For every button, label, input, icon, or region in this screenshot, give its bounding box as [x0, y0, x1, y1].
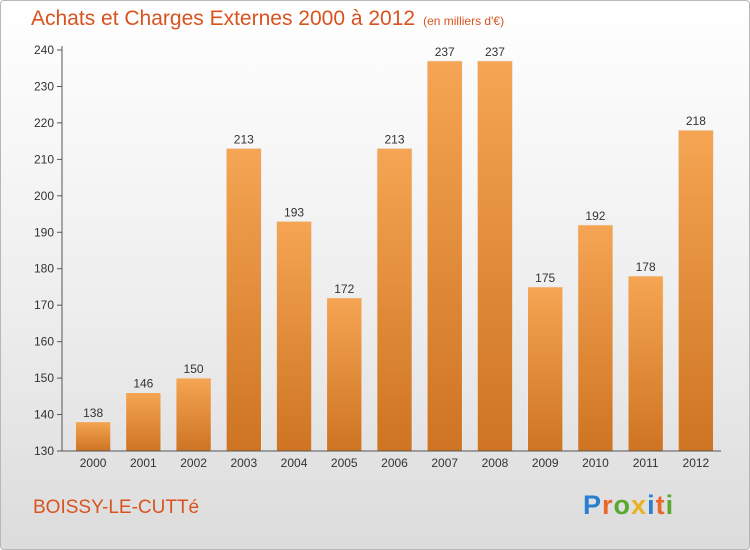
bar — [627, 275, 664, 452]
y-tick-label: 130 — [34, 444, 54, 458]
bar — [175, 377, 212, 452]
data-labels-layer: 138 146 150 213 193 172 213 237 237 175 192 178 218 — [83, 45, 706, 420]
bar — [577, 224, 614, 452]
data-label: 213 — [234, 132, 254, 146]
x-tick-label: 2005 — [331, 456, 358, 470]
x-tick-label: 2010 — [582, 456, 609, 470]
bar — [75, 421, 111, 452]
bar — [276, 221, 312, 452]
y-tick-label: 180 — [34, 262, 54, 276]
data-label: 178 — [636, 260, 656, 274]
y-tick-label: 160 — [34, 335, 54, 349]
y-tick-label: 240 — [34, 43, 54, 57]
bar — [376, 148, 413, 452]
bar — [426, 60, 463, 452]
logo-letter: x — [631, 490, 648, 520]
y-tick-label: 230 — [34, 79, 54, 93]
y-tick-label: 170 — [34, 298, 54, 312]
y-tick-label: 150 — [34, 371, 54, 385]
x-tick-label: 2006 — [381, 456, 408, 470]
data-label: 218 — [686, 114, 706, 128]
x-tick-label: 2008 — [482, 456, 509, 470]
bar — [326, 297, 363, 452]
bar — [678, 129, 714, 452]
logo-letter: o — [613, 490, 632, 520]
chart-subtitle: (en milliers d'€) — [423, 14, 505, 28]
bar — [125, 392, 162, 452]
bars-layer — [75, 60, 714, 452]
logo-letter: i — [647, 490, 656, 520]
x-tick-label: 2009 — [532, 456, 559, 470]
data-label: 146 — [133, 377, 153, 391]
data-label: 138 — [83, 406, 103, 420]
x-tick-label: 2000 — [80, 456, 107, 470]
x-tick-label: 2003 — [230, 456, 257, 470]
data-label: 192 — [585, 209, 605, 223]
logo-letter: t — [655, 490, 666, 520]
x-tick-label: 2004 — [281, 456, 308, 470]
logo-letter: r — [602, 490, 614, 520]
data-label: 175 — [535, 271, 555, 285]
axis-layer: 2000 2001 2002 2003 2004 2005 2006 2007 2008 2009… — [34, 43, 721, 470]
y-tick-label: 140 — [34, 408, 54, 422]
y-tick-label: 220 — [34, 116, 54, 130]
y-tick-label: 210 — [34, 152, 54, 166]
bar — [477, 60, 513, 452]
data-label: 237 — [485, 45, 505, 59]
bar — [527, 286, 563, 452]
data-label: 213 — [384, 132, 404, 146]
x-tick-label: 2011 — [633, 456, 659, 470]
title-row: Achats et Charges Externes 2000 à 2012 (e… — [31, 7, 504, 31]
y-tick-label: 190 — [34, 225, 54, 239]
logo-letter: P — [583, 490, 603, 520]
y-tick-label: 200 — [34, 189, 54, 203]
data-label: 193 — [284, 205, 304, 219]
logo-letter: i — [665, 490, 675, 520]
data-label: 172 — [334, 282, 354, 296]
x-tick-label: 2012 — [683, 456, 710, 470]
data-label: 237 — [435, 45, 455, 59]
proxiti-logo: Proxiti — [583, 490, 674, 521]
x-tick-label: 2002 — [180, 456, 207, 470]
commune-name: BOISSY-LE-CUTTé — [33, 497, 200, 518]
x-tick-label: 2001 — [130, 456, 157, 470]
chart-title: Achats et Charges Externes 2000 à 2012 — [31, 7, 416, 30]
x-tick-label: 2007 — [431, 456, 458, 470]
bar — [226, 148, 262, 452]
data-label: 150 — [184, 362, 204, 376]
